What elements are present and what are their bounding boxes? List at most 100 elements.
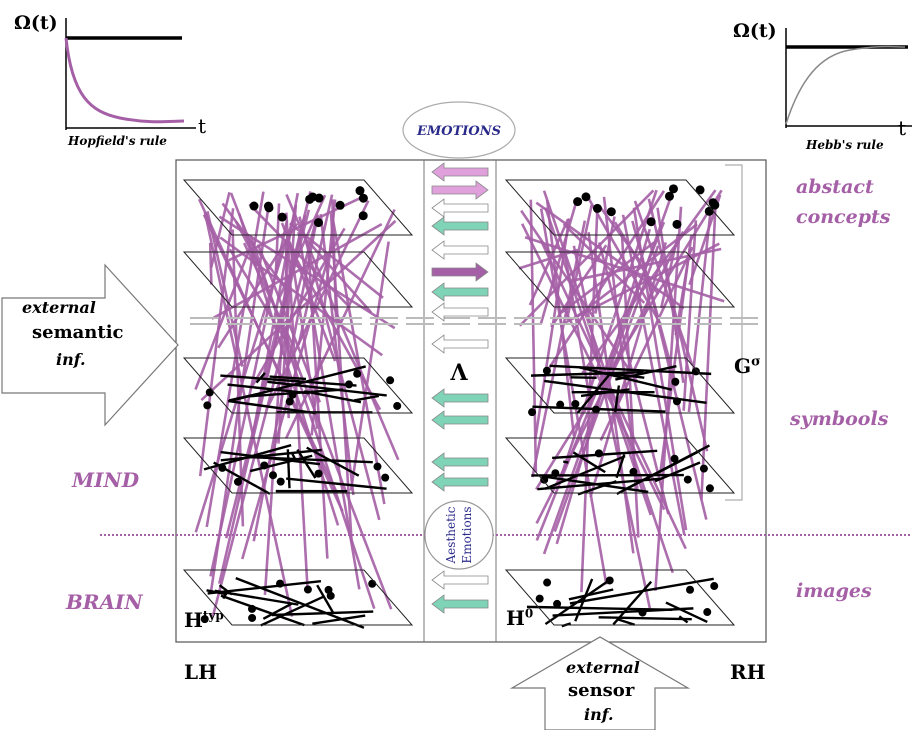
network-node [355, 186, 365, 196]
network-edge [194, 214, 296, 533]
network-edge [262, 602, 292, 620]
network-node [326, 591, 335, 600]
network-edge [316, 584, 335, 614]
network-edge [570, 376, 597, 380]
network-edge [296, 449, 317, 479]
center-arrow [431, 162, 489, 182]
network-edge [539, 208, 608, 585]
network-edge [550, 244, 608, 328]
network-node [200, 615, 209, 624]
network-node [573, 197, 583, 207]
hebb-t-label: t [898, 116, 907, 140]
external-sensor-line1: external [566, 658, 640, 677]
external-sensor-arrow [509, 636, 691, 730]
network-node [285, 397, 294, 406]
network-node [386, 376, 395, 385]
layer-plane [182, 437, 414, 494]
network-edge [286, 477, 387, 490]
external-sensor-line3: inf. [584, 705, 614, 724]
network-node [276, 477, 285, 486]
network-edge [565, 204, 593, 321]
lh-label: LH [184, 660, 217, 684]
network-edge [682, 220, 698, 411]
network-edge [349, 241, 390, 491]
hopfield-plot [64, 18, 196, 130]
aesthetic-label: Aesthetic [444, 506, 458, 564]
network-edge [621, 214, 686, 536]
network-node [551, 469, 560, 478]
center-arrow [431, 302, 489, 322]
network-edge [211, 216, 319, 617]
network-node [335, 200, 345, 210]
h-typ-label: Htyp [184, 608, 224, 632]
network-edge [542, 475, 649, 494]
network-node [276, 579, 285, 588]
network-node [314, 469, 323, 478]
hopfield-omega-label: Ω(t) [14, 12, 58, 34]
network-edge [286, 449, 291, 489]
network-edge [198, 208, 235, 477]
network-node [695, 185, 705, 195]
center-arrow [431, 198, 489, 218]
layer-planes [182, 179, 736, 626]
network-edge [563, 460, 569, 464]
network-edge [544, 207, 653, 516]
network-edge [298, 216, 381, 521]
right-bracket [725, 164, 743, 501]
network-node [305, 194, 315, 204]
network-edge [288, 222, 384, 299]
center-arrow [431, 388, 489, 408]
hebb-growth-curve [785, 45, 906, 125]
network-edge [615, 453, 626, 479]
network-node [540, 475, 549, 484]
network-edge [528, 218, 570, 306]
center-arrow [431, 180, 489, 200]
network-node [703, 608, 712, 617]
network-edge [612, 580, 653, 626]
network-edge [665, 601, 708, 624]
network-edge [552, 449, 658, 460]
center-arrow [431, 240, 489, 260]
h-zero-sup: 0 [524, 606, 534, 621]
network-edge [248, 203, 351, 309]
emotions-sub-label: Emotions [460, 506, 474, 563]
external-semantic-arrow [1, 263, 179, 427]
external-semantic-line1: external [22, 298, 96, 317]
network-edge [205, 191, 265, 528]
network-edge [631, 220, 678, 387]
network-edge [549, 364, 712, 376]
network-edge [208, 242, 213, 285]
network-node [638, 608, 647, 617]
network-node [605, 576, 614, 585]
h-zero-base: H [506, 606, 525, 630]
network-node [353, 369, 362, 378]
center-arrow [431, 452, 489, 472]
network-node [393, 401, 402, 410]
network-edge [530, 370, 644, 377]
layer-plane [504, 251, 736, 308]
network-edge [267, 380, 387, 397]
network-node [668, 184, 678, 194]
network-node [542, 366, 551, 375]
network-node [705, 484, 714, 493]
network-edge [249, 235, 376, 610]
layer-plane [504, 437, 736, 494]
network-node [269, 471, 278, 480]
network-node [381, 473, 390, 482]
network-edge [544, 455, 626, 490]
network-edge [654, 461, 701, 483]
network-edge [312, 614, 366, 625]
network-edge [353, 394, 380, 402]
hopfield-caption: Hopfield's rule [68, 134, 167, 148]
network-node [368, 579, 377, 588]
network-edge [251, 455, 373, 464]
network-node [218, 463, 227, 472]
network-node [664, 191, 674, 201]
network-edge [203, 211, 294, 617]
network-edge [220, 374, 357, 387]
network-node [629, 467, 638, 476]
network-node [248, 613, 257, 622]
layer-plane [182, 251, 414, 308]
network-edge [539, 197, 579, 325]
